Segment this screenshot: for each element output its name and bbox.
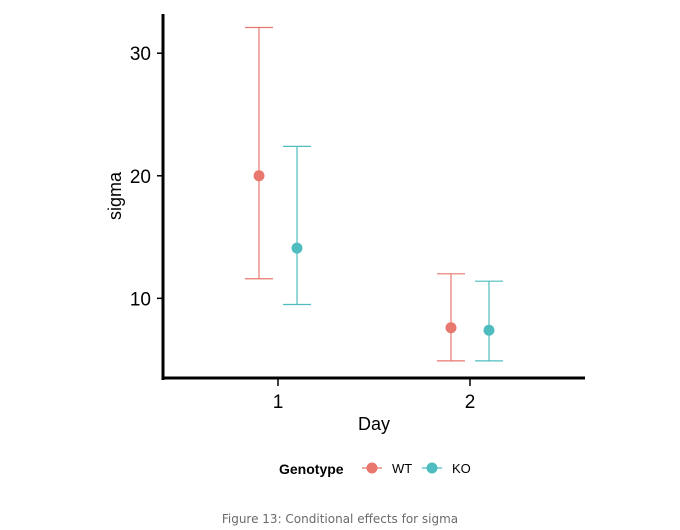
y-tick-label: 20 [130, 167, 151, 188]
y-tick-label: 30 [130, 44, 151, 65]
legend-title: Genotype [279, 461, 344, 477]
legend-key-ko [426, 462, 438, 474]
x-tick-label: 1 [273, 392, 284, 413]
y-axis-ticks: 10 20 30 [130, 44, 163, 310]
x-tick-label: 2 [465, 392, 476, 413]
figure-caption: Figure 13: Conditional effects for sigma [221, 512, 459, 526]
errorbar-wt-day-2 [437, 273, 465, 362]
legend-label-wt: WT [392, 461, 412, 476]
chart-marks [245, 26, 503, 362]
y-axis-label: sigma [105, 171, 125, 220]
legend: Genotype WT KO [279, 461, 471, 477]
point-ko-day-1 [291, 242, 303, 254]
point-ko-day-2 [483, 324, 495, 336]
errorbar-wt-day-1 [245, 26, 273, 280]
y-tick-label: 10 [130, 289, 151, 310]
errorbar-ko-day-2 [475, 280, 503, 362]
point-wt-day-1 [253, 170, 265, 182]
x-axis-label: Day [358, 414, 390, 434]
legend-key-wt [366, 462, 378, 474]
point-wt-day-2 [445, 322, 457, 334]
errorbar-ko-day-1 [283, 145, 311, 306]
legend-label-ko: KO [452, 461, 471, 476]
